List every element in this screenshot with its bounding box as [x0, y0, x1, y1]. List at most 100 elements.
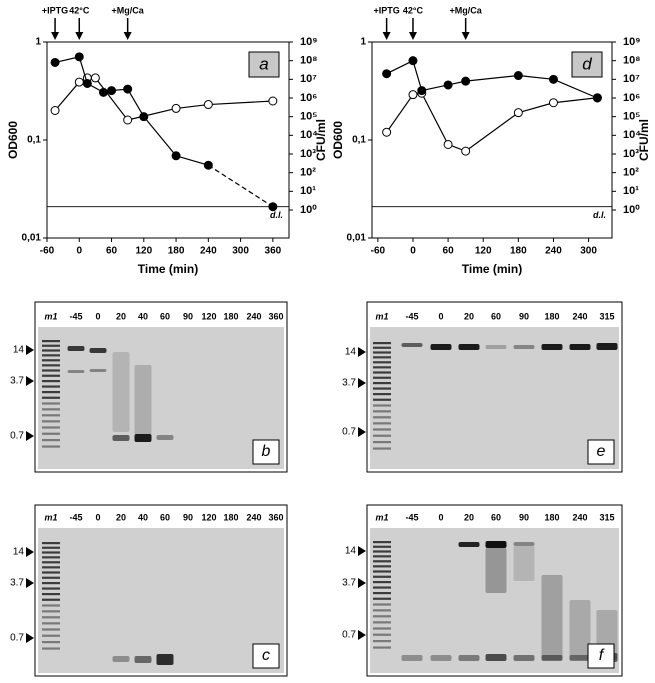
lane-label: 180 — [223, 311, 238, 321]
panel-label: f — [599, 647, 605, 664]
x-tick-label: 240 — [545, 246, 562, 257]
gel-band — [596, 343, 618, 350]
data-point — [123, 115, 133, 125]
lane-label: 315 — [599, 311, 614, 321]
y2-tick-label: 10¹ — [623, 185, 639, 197]
lane-label: 90 — [183, 311, 193, 321]
lane-label: 0 — [95, 311, 100, 321]
series-line — [127, 107, 177, 121]
panel-label-box — [252, 439, 280, 465]
data-point — [592, 93, 602, 103]
ladder-band — [373, 366, 391, 369]
y-tick-label: 1 — [35, 37, 41, 48]
ladder-band — [42, 628, 60, 631]
series-line — [54, 81, 80, 111]
gel-band — [89, 348, 107, 353]
series-line — [465, 112, 519, 152]
data-point — [74, 52, 84, 62]
ladder-band — [42, 340, 60, 343]
ladder-band — [373, 404, 391, 407]
x-tick-label: 240 — [200, 246, 217, 257]
gel-band — [458, 344, 480, 350]
size-marker-arrow — [26, 345, 34, 355]
data-point — [98, 87, 108, 97]
ladder-band — [42, 344, 60, 347]
panel-label-box — [571, 51, 603, 78]
ladder-band — [373, 615, 391, 618]
ladder-band — [42, 598, 60, 601]
y2-tick-label: 10⁰ — [300, 204, 317, 216]
ladder-band — [373, 592, 391, 595]
lane-label: 20 — [116, 512, 126, 522]
y2-tick-label: 10² — [300, 167, 316, 179]
x-axis-label: Time (min) — [138, 262, 198, 276]
y2-tick-label: 10⁹ — [623, 36, 640, 48]
lane-label: m1 — [375, 311, 388, 321]
gel-band — [513, 655, 535, 661]
lane-label: 60 — [160, 512, 170, 522]
annotation: +Mg/Ca — [112, 5, 145, 15]
lane-label: 240 — [246, 512, 261, 522]
x-tick-label: 120 — [135, 246, 152, 257]
x-tick-label: 360 — [265, 246, 282, 257]
ladder-band — [42, 546, 60, 549]
ladder-band — [373, 387, 391, 390]
lane-label: -45 — [405, 512, 418, 522]
gel-band — [485, 345, 507, 349]
gel-band — [401, 343, 423, 347]
panel-label: d — [582, 54, 592, 73]
data-point — [74, 77, 84, 87]
ladder-band — [42, 359, 60, 362]
gel-band — [156, 654, 174, 665]
y2-axis-label: CFU/ml — [314, 119, 328, 161]
series-line — [127, 88, 145, 117]
size-marker: 14 — [345, 347, 357, 358]
ladder-band — [42, 369, 60, 372]
x-tick-label: 300 — [232, 246, 249, 257]
annotation-arrowhead — [75, 32, 84, 40]
lane-label: 20 — [464, 311, 474, 321]
lane-label: 90 — [519, 311, 529, 321]
lane-label: 90 — [519, 512, 529, 522]
gel-band — [541, 575, 563, 660]
annotation: 42°C — [69, 5, 90, 15]
ladder-band — [373, 597, 391, 600]
series-line — [386, 94, 414, 133]
ladder-band — [373, 371, 391, 374]
lane-label: -45 — [405, 311, 418, 321]
size-marker: 3.7 — [10, 376, 24, 387]
ladder-band — [373, 640, 391, 643]
ladder-band — [42, 432, 60, 435]
series-line — [465, 74, 519, 82]
y-axis-label: OD600 — [6, 121, 20, 159]
lane-label: 40 — [138, 311, 148, 321]
ladder-band — [42, 604, 60, 607]
lane-label: 240 — [246, 311, 261, 321]
lane-label: 20 — [116, 311, 126, 321]
y-tick-label: 0,01 — [22, 233, 42, 244]
series-line — [553, 97, 598, 104]
y2-tick-label: 10⁵ — [300, 111, 317, 123]
gel-band — [112, 656, 130, 662]
panel-label-box — [587, 643, 615, 669]
ladder-band — [42, 349, 60, 352]
gel-band — [513, 345, 535, 349]
ladder-band — [373, 447, 391, 450]
gel-band — [89, 369, 107, 372]
lane-label: 120 — [201, 311, 216, 321]
annotation-arrowhead — [408, 32, 417, 40]
ladder-band — [373, 351, 391, 354]
annotation-arrowhead — [382, 32, 391, 40]
x-axis-label: Time (min) — [462, 262, 522, 276]
x-tick-label: 120 — [475, 246, 492, 257]
y2-tick-label: 10⁷ — [300, 73, 317, 85]
ladder-band — [42, 420, 60, 423]
ladder-band — [373, 541, 391, 544]
series-line — [175, 155, 209, 166]
gel-band — [569, 600, 591, 660]
ladder-band — [42, 414, 60, 417]
series-line — [143, 116, 177, 157]
size-marker: 14 — [13, 345, 25, 356]
ladder-band — [42, 616, 60, 619]
ladder-band — [42, 561, 60, 564]
